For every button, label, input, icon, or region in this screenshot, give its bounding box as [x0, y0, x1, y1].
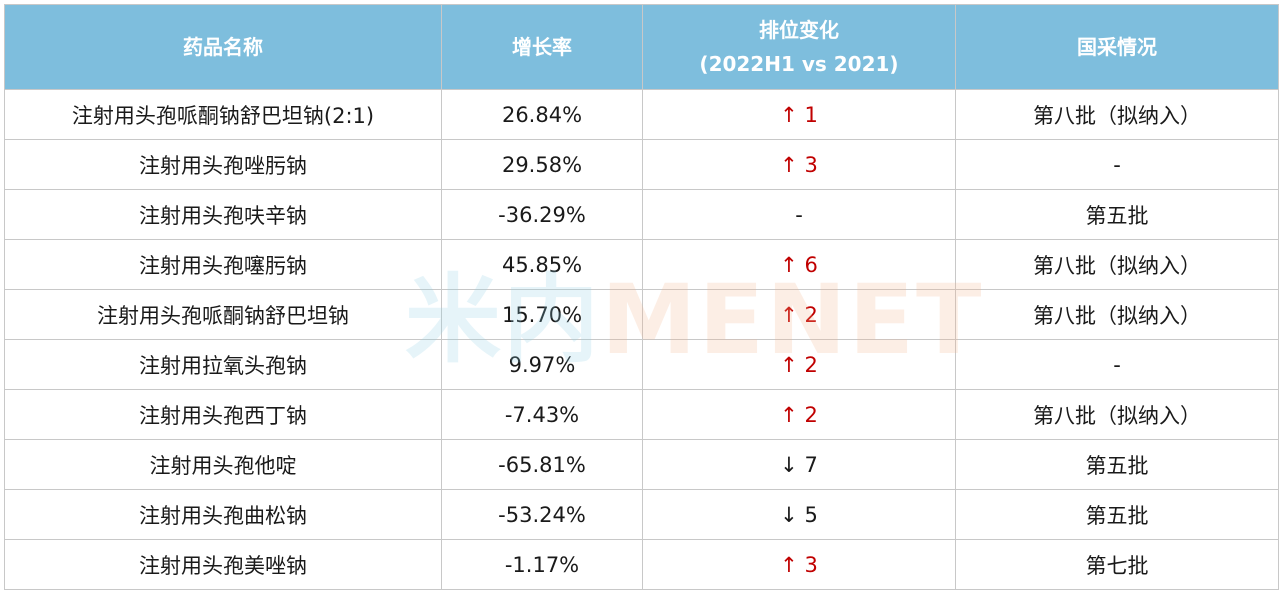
- growth-rate-cell: -65.81%: [441, 439, 643, 490]
- rank-change-number: 5: [804, 502, 818, 527]
- rank-change-cell: ↑ 2: [642, 389, 956, 440]
- arrow-up-icon: ↑: [780, 302, 798, 327]
- rank-change-value: ↑ 3: [780, 153, 818, 177]
- procurement-cell: 第五批: [955, 439, 1279, 490]
- rank-change-cell: ↓ 7: [642, 439, 956, 490]
- rank-change-cell: ↓ 5: [642, 489, 956, 540]
- drug-name-cell: 注射用头孢噻肟钠: [4, 239, 442, 290]
- rank-change-cell: ↑ 2: [642, 339, 956, 390]
- procurement-cell: 第五批: [955, 189, 1279, 240]
- rank-change-number: 7: [804, 452, 818, 477]
- table-row: 注射用头孢美唑钠 -1.17% ↑ 3 第七批: [4, 539, 1279, 590]
- procurement-cell: 第七批: [955, 539, 1279, 590]
- rank-change-number: 3: [804, 552, 818, 577]
- header-growth-rate: 增长率: [441, 4, 643, 90]
- growth-rate-cell: 15.70%: [441, 289, 643, 340]
- arrow-up-icon: ↑: [780, 552, 798, 577]
- rank-change-value: ↑ 2: [780, 353, 818, 377]
- arrow-down-icon: ↓: [780, 502, 798, 527]
- table-row: 注射用头孢噻肟钠 45.85% ↑ 6 第八批（拟纳入）: [4, 239, 1279, 290]
- arrow-up-icon: ↑: [780, 152, 798, 177]
- procurement-cell: 第八批（拟纳入）: [955, 89, 1279, 140]
- rank-change-cell: ↑ 1: [642, 89, 956, 140]
- rank-change-value: ↑ 2: [780, 403, 818, 427]
- rank-change-value: ↓ 7: [780, 453, 818, 477]
- drug-name-cell: 注射用头孢他啶: [4, 439, 442, 490]
- arrow-up-icon: ↑: [780, 102, 798, 127]
- drug-name-cell: 注射用头孢呋辛钠: [4, 189, 442, 240]
- growth-rate-cell: 9.97%: [441, 339, 643, 390]
- rank-change-number: 2: [804, 402, 818, 427]
- arrow-up-icon: ↑: [780, 402, 798, 427]
- table-header-row: 药品名称 增长率 排位变化 (2022H1 vs 2021) 国采情况: [4, 4, 1279, 90]
- drug-name-cell: 注射用头孢哌酮钠舒巴坦钠(2:1): [4, 89, 442, 140]
- header-procurement: 国采情况: [955, 4, 1279, 90]
- growth-rate-cell: 45.85%: [441, 239, 643, 290]
- header-rank-change-line2: (2022H1 vs 2021): [699, 52, 899, 76]
- table-row: 注射用头孢西丁钠 -7.43% ↑ 2 第八批（拟纳入）: [4, 389, 1279, 440]
- procurement-cell: -: [955, 139, 1279, 190]
- arrow-up-icon: ↑: [780, 352, 798, 377]
- arrow-up-icon: ↑: [780, 252, 798, 277]
- rank-change-value: ↑ 6: [780, 253, 818, 277]
- rank-change-number: 2: [804, 352, 818, 377]
- table-row: 注射用头孢哌酮钠舒巴坦钠 15.70% ↑ 2 第八批（拟纳入）: [4, 289, 1279, 340]
- header-rank-change: 排位变化 (2022H1 vs 2021): [642, 4, 956, 90]
- rank-change-number: 3: [804, 152, 818, 177]
- procurement-cell: 第五批: [955, 489, 1279, 540]
- table-row: 注射用头孢他啶 -65.81% ↓ 7 第五批: [4, 439, 1279, 490]
- rank-change-value: -: [795, 203, 803, 227]
- procurement-cell: 第八批（拟纳入）: [955, 239, 1279, 290]
- drug-growth-table: 药品名称 增长率 排位变化 (2022H1 vs 2021) 国采情况 注射用头…: [4, 4, 1279, 590]
- growth-rate-cell: 29.58%: [441, 139, 643, 190]
- header-rank-change-line1: 排位变化: [759, 18, 839, 42]
- growth-rate-cell: -36.29%: [441, 189, 643, 240]
- rank-change-number: 2: [804, 302, 818, 327]
- drug-name-cell: 注射用头孢曲松钠: [4, 489, 442, 540]
- rank-change-value: ↑ 1: [780, 103, 818, 127]
- drug-name-cell: 注射用头孢美唑钠: [4, 539, 442, 590]
- procurement-cell: 第八批（拟纳入）: [955, 289, 1279, 340]
- rank-change-number: -: [795, 202, 803, 227]
- growth-rate-cell: -1.17%: [441, 539, 643, 590]
- table-row: 注射用头孢曲松钠 -53.24% ↓ 5 第五批: [4, 489, 1279, 540]
- rank-change-number: 6: [804, 252, 818, 277]
- drug-name-cell: 注射用头孢唑肟钠: [4, 139, 442, 190]
- rank-change-cell: ↑ 3: [642, 139, 956, 190]
- drug-name-cell: 注射用头孢西丁钠: [4, 389, 442, 440]
- rank-change-cell: ↑ 6: [642, 239, 956, 290]
- arrow-down-icon: ↓: [780, 452, 798, 477]
- rank-change-cell: -: [642, 189, 956, 240]
- rank-change-number: 1: [804, 102, 818, 127]
- growth-rate-cell: -7.43%: [441, 389, 643, 440]
- rank-change-value: ↑ 2: [780, 303, 818, 327]
- drug-name-cell: 注射用拉氧头孢钠: [4, 339, 442, 390]
- table-row: 注射用头孢呋辛钠 -36.29% - 第五批: [4, 189, 1279, 240]
- growth-rate-cell: 26.84%: [441, 89, 643, 140]
- table-row: 注射用头孢哌酮钠舒巴坦钠(2:1) 26.84% ↑ 1 第八批（拟纳入）: [4, 89, 1279, 140]
- rank-change-value: ↓ 5: [780, 503, 818, 527]
- table-row: 注射用拉氧头孢钠 9.97% ↑ 2 -: [4, 339, 1279, 390]
- rank-change-cell: ↑ 2: [642, 289, 956, 340]
- table-row: 注射用头孢唑肟钠 29.58% ↑ 3 -: [4, 139, 1279, 190]
- rank-change-cell: ↑ 3: [642, 539, 956, 590]
- header-drug-name: 药品名称: [4, 4, 442, 90]
- rank-change-value: ↑ 3: [780, 553, 818, 577]
- drug-name-cell: 注射用头孢哌酮钠舒巴坦钠: [4, 289, 442, 340]
- growth-rate-cell: -53.24%: [441, 489, 643, 540]
- procurement-cell: -: [955, 339, 1279, 390]
- procurement-cell: 第八批（拟纳入）: [955, 389, 1279, 440]
